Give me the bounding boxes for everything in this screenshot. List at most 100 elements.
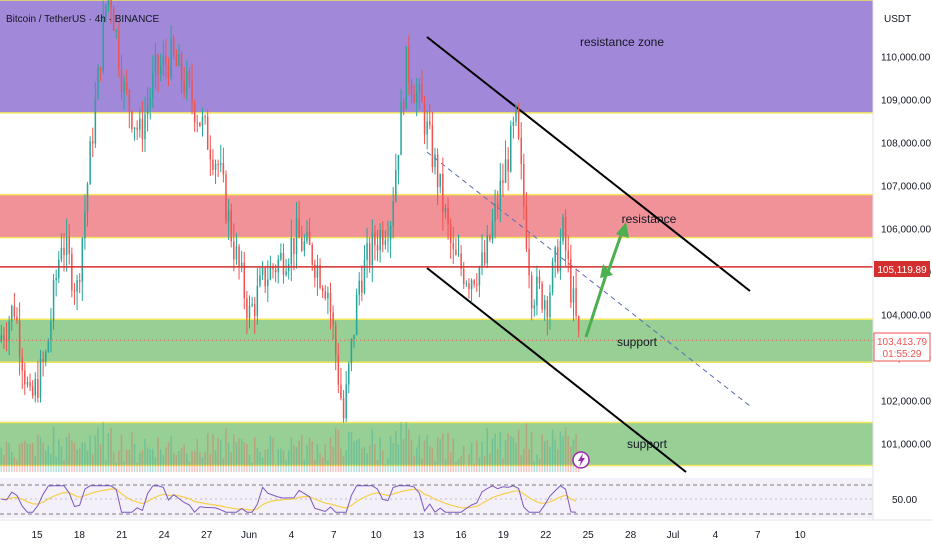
volume-bar bbox=[86, 450, 89, 472]
volume-bar bbox=[371, 428, 374, 472]
volume-bar bbox=[494, 433, 496, 472]
candle-body bbox=[439, 173, 441, 188]
candle-body bbox=[125, 82, 128, 91]
candle-body bbox=[225, 174, 227, 222]
candle-body bbox=[355, 294, 358, 335]
candle-body bbox=[86, 184, 89, 212]
candle-body bbox=[131, 111, 133, 130]
candle-body bbox=[248, 305, 251, 319]
volume-bar bbox=[105, 460, 107, 472]
candle-body bbox=[449, 223, 452, 244]
candle-body bbox=[212, 159, 214, 170]
volume-bar bbox=[227, 442, 230, 472]
candle-body bbox=[554, 247, 556, 262]
candle-body bbox=[214, 164, 217, 170]
volume-bar bbox=[358, 438, 360, 472]
volume-bar bbox=[397, 444, 400, 472]
candle-body bbox=[311, 244, 313, 265]
volume-bar bbox=[214, 450, 217, 472]
candle-body bbox=[452, 243, 455, 250]
volume-bar bbox=[449, 452, 452, 472]
candle-body bbox=[559, 240, 562, 272]
volume-bar bbox=[567, 436, 569, 472]
candle-body bbox=[152, 73, 154, 98]
volume-bar bbox=[517, 429, 520, 472]
lightning-icon[interactable] bbox=[572, 451, 590, 469]
candle-body bbox=[238, 246, 240, 266]
candle-body bbox=[319, 265, 321, 288]
candle-body bbox=[507, 159, 509, 172]
volume-bar bbox=[413, 456, 415, 472]
volume-bar bbox=[58, 439, 60, 472]
candle-body bbox=[415, 91, 418, 103]
candle-body bbox=[18, 320, 21, 357]
time-axis[interactable]: 15 18 21 24 27 Jun 4 7 10 13 16 19 22 25 28 Jul 4 7 10 bbox=[0, 519, 932, 541]
candle-body bbox=[361, 280, 363, 293]
candle-body bbox=[533, 305, 536, 309]
candle-body bbox=[8, 321, 10, 340]
volume-bar bbox=[212, 434, 214, 472]
candle-body bbox=[282, 252, 285, 275]
volume-bar bbox=[170, 435, 172, 472]
volume-bar bbox=[285, 460, 287, 472]
volume-bar bbox=[196, 439, 199, 472]
volume-bar bbox=[146, 447, 149, 472]
volume-bar bbox=[26, 443, 29, 472]
volume-bar bbox=[136, 462, 138, 472]
volume-bar bbox=[256, 448, 259, 472]
volume-bar bbox=[37, 434, 39, 472]
candle-body bbox=[462, 268, 465, 285]
volume-bar bbox=[21, 442, 23, 472]
candle-body bbox=[408, 46, 410, 84]
volume-bar bbox=[235, 441, 238, 472]
volume-bar bbox=[178, 451, 180, 472]
candle-body bbox=[274, 269, 277, 273]
volume-bar bbox=[541, 434, 543, 472]
volume-bar bbox=[570, 446, 572, 472]
candle-body bbox=[528, 248, 530, 276]
candle-body bbox=[128, 90, 131, 112]
volume-bar bbox=[489, 454, 491, 472]
volume-bar bbox=[510, 436, 512, 472]
candle-body bbox=[465, 283, 468, 285]
candle-body bbox=[165, 55, 167, 65]
candle-body bbox=[253, 304, 256, 316]
volume-bar bbox=[436, 437, 439, 472]
trend-channel bbox=[426, 36, 751, 473]
candle-body bbox=[55, 277, 57, 281]
volume-bar bbox=[44, 450, 47, 472]
candle-body bbox=[520, 137, 522, 165]
zone-1 bbox=[0, 194, 873, 238]
volume-bar bbox=[499, 431, 502, 472]
volume-bar bbox=[112, 452, 115, 472]
volume-bar bbox=[293, 445, 295, 472]
candle-body bbox=[334, 325, 337, 356]
volume-bar bbox=[468, 454, 470, 472]
volume-bar bbox=[408, 429, 410, 472]
candle-body bbox=[102, 16, 104, 72]
volume-bar bbox=[473, 463, 475, 472]
candle-body bbox=[99, 67, 102, 72]
volume-bar bbox=[434, 460, 436, 472]
volume-bar bbox=[81, 442, 84, 472]
volume-bar bbox=[201, 457, 204, 472]
volume-bar bbox=[395, 430, 397, 472]
volume-bar bbox=[515, 443, 517, 472]
candle-body bbox=[71, 253, 73, 291]
volume-bar bbox=[230, 452, 232, 472]
volume-bar bbox=[301, 434, 303, 472]
channel-lower-line bbox=[426, 267, 687, 473]
candle-body bbox=[144, 114, 146, 140]
volume-bar bbox=[110, 427, 112, 472]
candle-body bbox=[68, 236, 70, 254]
candle-body bbox=[491, 221, 494, 240]
x-tick-label: 7 bbox=[331, 530, 337, 541]
candle-body bbox=[118, 30, 120, 70]
volume-bar bbox=[530, 432, 533, 472]
volume-bar bbox=[418, 435, 421, 472]
rsi-oscillator bbox=[0, 478, 873, 518]
volume-bar bbox=[149, 449, 151, 472]
volume-bar bbox=[175, 454, 178, 472]
